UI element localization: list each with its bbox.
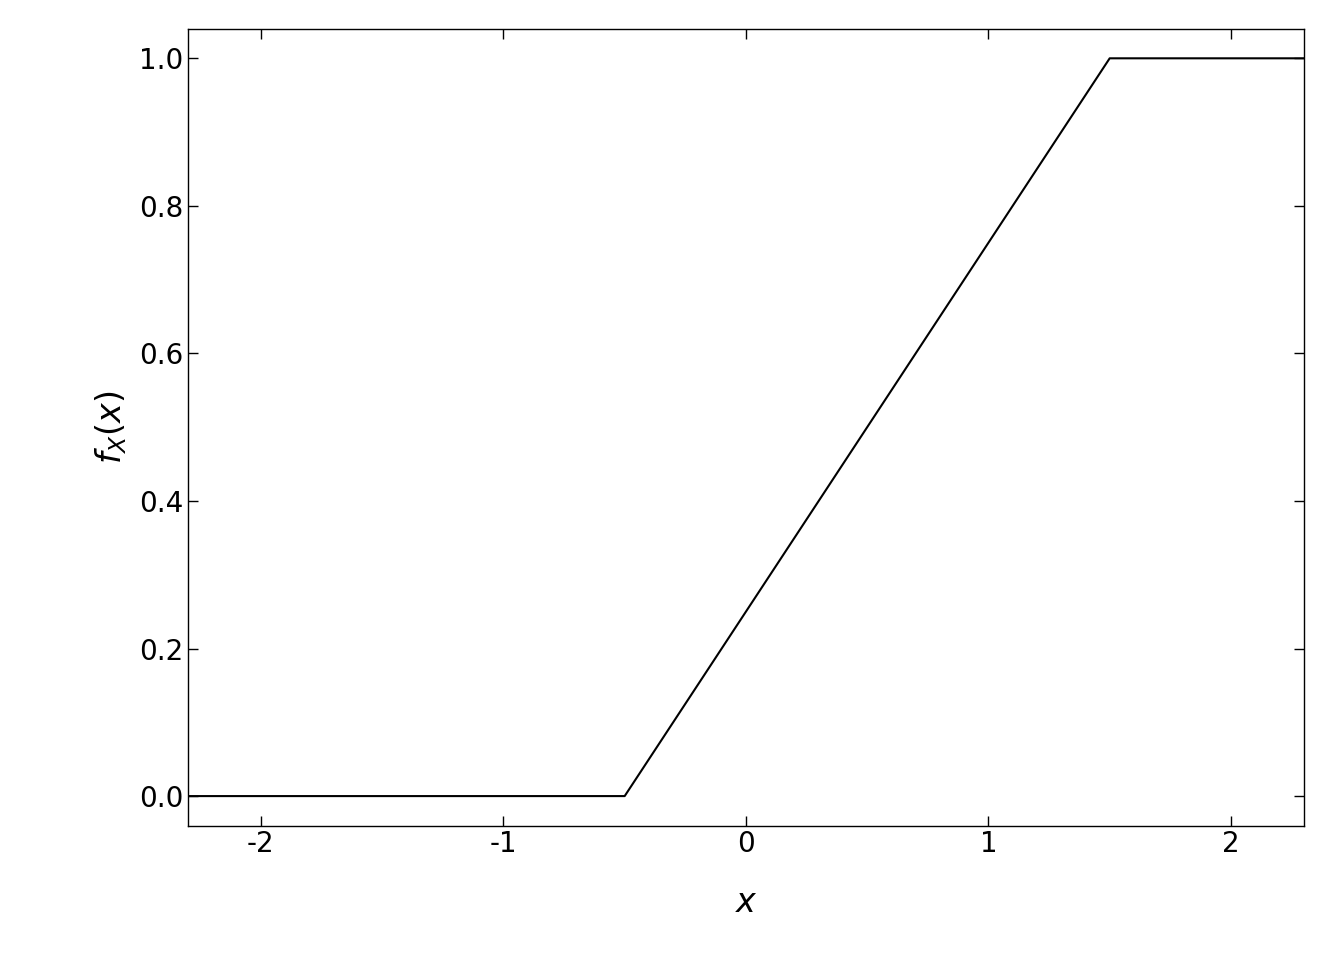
Y-axis label: $f_X(x)$: $f_X(x)$	[93, 391, 129, 464]
X-axis label: x: x	[737, 886, 755, 920]
